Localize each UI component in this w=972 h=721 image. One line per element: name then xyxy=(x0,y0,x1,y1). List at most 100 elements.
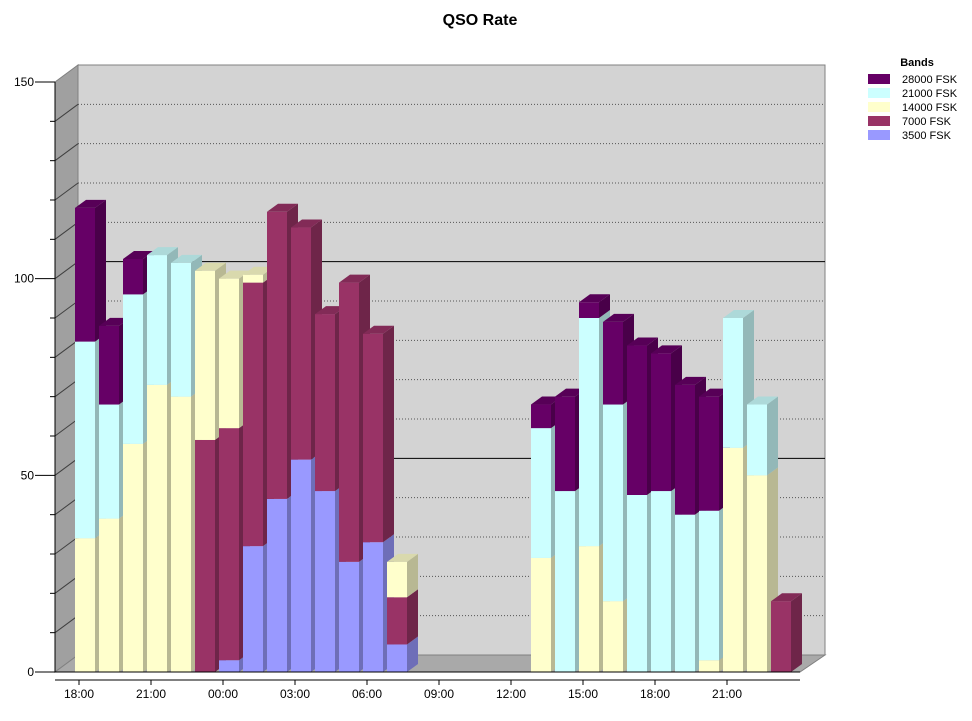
bar-segment xyxy=(99,518,119,672)
bar-top xyxy=(315,306,346,315)
bar-top xyxy=(579,294,610,303)
bar-segment xyxy=(195,439,215,672)
bar-top xyxy=(723,310,754,318)
bar-segment xyxy=(219,278,239,429)
bar-segment xyxy=(99,404,119,519)
bar-segment xyxy=(75,341,95,539)
x-tick-label: 03:00 xyxy=(280,687,310,701)
bar-segment xyxy=(651,491,671,672)
bar-top xyxy=(99,317,130,326)
bar-side xyxy=(407,553,418,598)
grid-line-side xyxy=(54,182,79,201)
x-tick-label: 00:00 xyxy=(208,687,238,701)
bar-segment xyxy=(651,353,671,492)
grid-line-side xyxy=(54,143,79,162)
bar-segment xyxy=(339,561,359,672)
left-wall xyxy=(54,64,79,673)
legend-label: 21000 FSK xyxy=(902,88,958,100)
bar-segment xyxy=(123,294,143,444)
bar-top xyxy=(603,313,634,322)
grid-line-side xyxy=(54,457,79,476)
bar-top xyxy=(699,388,730,397)
bar-segment xyxy=(291,459,311,672)
bar-top xyxy=(363,325,394,334)
bar-segment xyxy=(219,428,239,661)
legend-swatch xyxy=(868,74,890,84)
bar-segment xyxy=(603,601,623,672)
grid-line-side xyxy=(54,575,79,594)
bar-segment xyxy=(243,282,263,547)
bar-top xyxy=(747,396,778,405)
bar-top xyxy=(339,274,370,283)
bar-segment xyxy=(243,274,263,283)
bar-top xyxy=(195,262,226,271)
x-tick-label: 06:00 xyxy=(352,687,382,701)
bar-segment xyxy=(579,318,599,547)
bar-top xyxy=(675,376,706,385)
bar-segment xyxy=(363,542,383,672)
bar-segment xyxy=(387,644,407,672)
bar-segment xyxy=(147,255,167,385)
grid-line-side xyxy=(54,536,79,555)
bar-segment xyxy=(123,259,143,295)
legend-title: Bands xyxy=(900,57,934,69)
x-tick-label: 21:00 xyxy=(136,687,166,701)
bar-top xyxy=(171,254,202,263)
y-axis: 0 50 100 150 xyxy=(14,75,56,679)
bar-segment xyxy=(291,227,311,460)
bar-segment xyxy=(603,404,623,602)
bar-segment xyxy=(531,428,551,558)
bar-top xyxy=(627,337,658,346)
bar-segment xyxy=(579,546,599,672)
bar-segment xyxy=(387,561,407,598)
bar-segment xyxy=(579,302,599,318)
bar-side xyxy=(767,396,778,476)
bar-segment xyxy=(555,491,575,672)
bar-segment xyxy=(123,443,143,672)
bar-top xyxy=(531,396,562,405)
y-tick-label: 100 xyxy=(14,272,34,286)
bar-segment xyxy=(747,475,767,672)
bar-side xyxy=(599,294,610,318)
x-tick-label: 12:00 xyxy=(496,687,526,701)
bar-segment xyxy=(267,211,287,499)
legend: Bands 28000 FSK 21000 FSK 14000 FSK 7000 FSK… xyxy=(868,57,958,142)
bar-top xyxy=(123,251,154,259)
legend-label: 14000 FSK xyxy=(902,102,958,114)
bar-top xyxy=(243,266,274,275)
chart-title: QSO Rate xyxy=(443,12,518,29)
bar-segment xyxy=(723,318,743,448)
bar-segment xyxy=(723,447,743,672)
grid-line-side xyxy=(54,379,79,398)
legend-swatch xyxy=(868,116,890,126)
bar-segment xyxy=(99,325,119,405)
bar-segment xyxy=(339,282,359,562)
bar-segment xyxy=(771,601,791,672)
grid-line-side xyxy=(54,615,79,634)
bar-segment xyxy=(627,495,647,672)
grid-line-side xyxy=(54,261,79,280)
bar-segment xyxy=(387,597,407,645)
grid-line-side xyxy=(54,339,79,358)
x-tick-label: 21:00 xyxy=(712,687,742,701)
bar-segment xyxy=(171,262,191,397)
x-tick-label: 09:00 xyxy=(424,687,454,701)
bar-segment xyxy=(75,207,95,342)
y-tick-label: 50 xyxy=(21,468,35,482)
bar-segment xyxy=(315,491,335,672)
bar-segment xyxy=(315,314,335,492)
grid-line-side xyxy=(54,300,79,319)
bar-segment xyxy=(267,498,287,672)
bar-segment xyxy=(243,546,263,672)
x-axis: 18:00 21:00 00:00 03:00 06:00 09:00 12:00 15:00… xyxy=(55,671,800,701)
bar-side xyxy=(407,636,418,672)
bar-side xyxy=(407,589,418,645)
y-tick-label: 150 xyxy=(14,75,34,89)
grid-line-side xyxy=(54,221,79,240)
legend-swatch xyxy=(868,102,890,112)
legend-swatch xyxy=(868,88,890,98)
grid-line-side xyxy=(54,103,79,122)
bar-segment xyxy=(75,538,95,672)
bar-top xyxy=(75,199,106,208)
